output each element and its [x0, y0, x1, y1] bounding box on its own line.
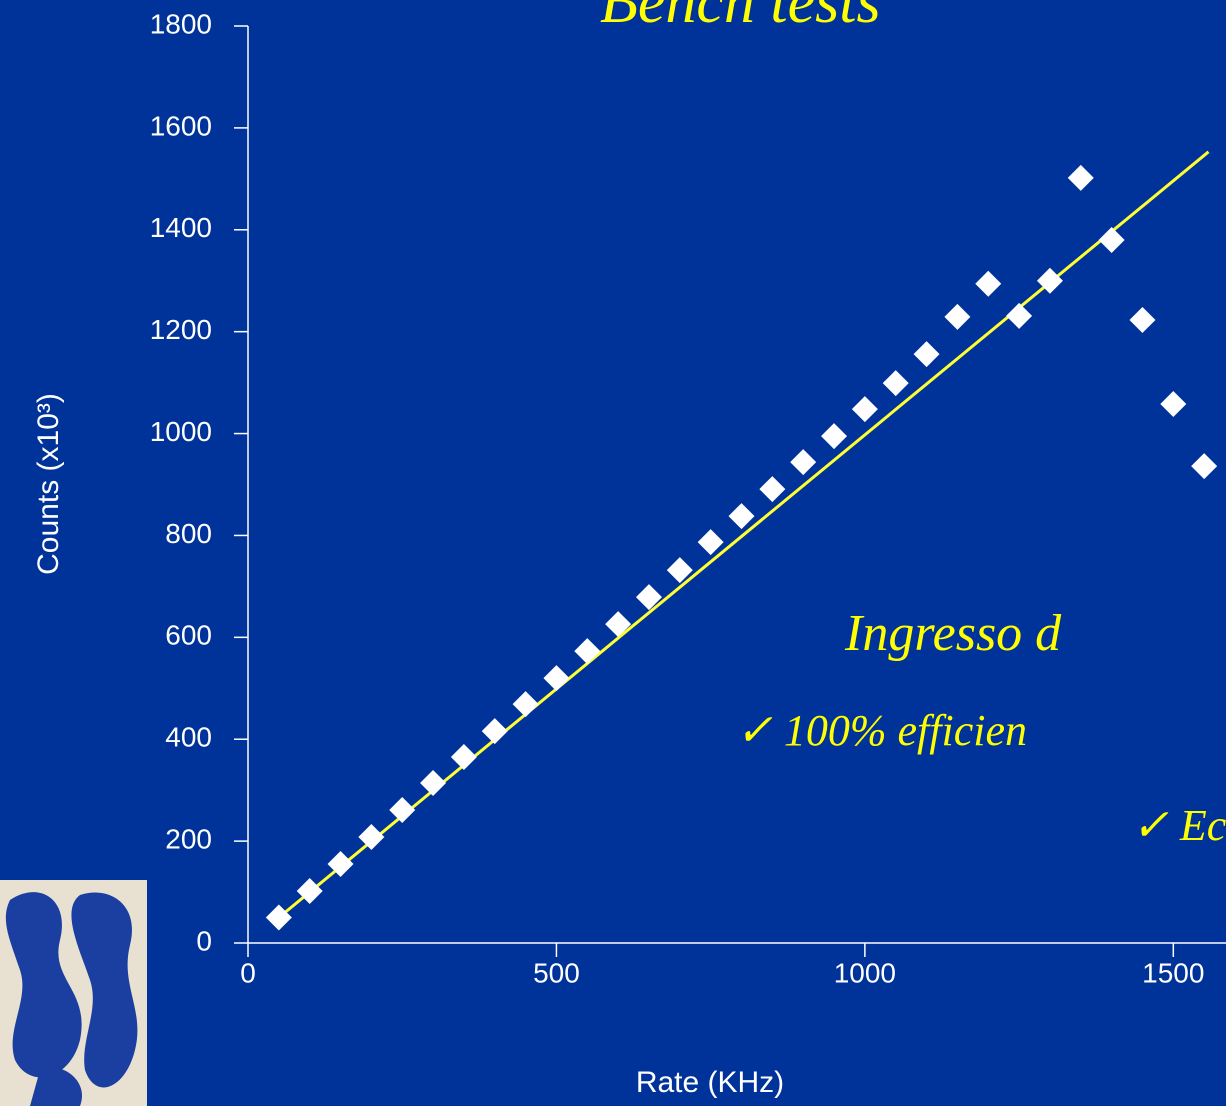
y-tick-label: 1600: [150, 110, 212, 141]
x-tick-label: 1500: [1142, 957, 1204, 988]
y-tick-label: 600: [165, 620, 212, 651]
y-tick-label: 1200: [150, 314, 212, 345]
x-tick-label: 500: [533, 957, 580, 988]
decorative-image: [0, 880, 147, 1106]
x-tick-label: 0: [240, 957, 256, 988]
x-axis-label: Rate (KHz): [636, 1066, 784, 1099]
y-axis-label: Counts (x10³): [32, 393, 65, 575]
y-tick-label: 1400: [150, 212, 212, 243]
y-tick-label: 1800: [150, 8, 212, 39]
y-tick-label: 1000: [150, 416, 212, 447]
y-tick-label: 0: [196, 925, 212, 956]
chart: Bench tests Rate (KHz) Counts (x10³) Ing…: [0, 0, 1226, 1106]
x-tick-label: 1000: [834, 957, 896, 988]
annotation: ✓ Ec: [1132, 801, 1226, 850]
y-tick-label: 400: [165, 722, 212, 753]
y-tick-label: 800: [165, 518, 212, 549]
chart-title: Bench tests: [600, 0, 881, 36]
annotation: Ingresso d: [844, 605, 1062, 662]
page: Bench tests Rate (KHz) Counts (x10³) Ing…: [0, 0, 1226, 1106]
annotation: ✓ 100% efficien: [736, 706, 1027, 755]
y-tick-label: 200: [165, 824, 212, 855]
background: [0, 0, 1226, 1106]
